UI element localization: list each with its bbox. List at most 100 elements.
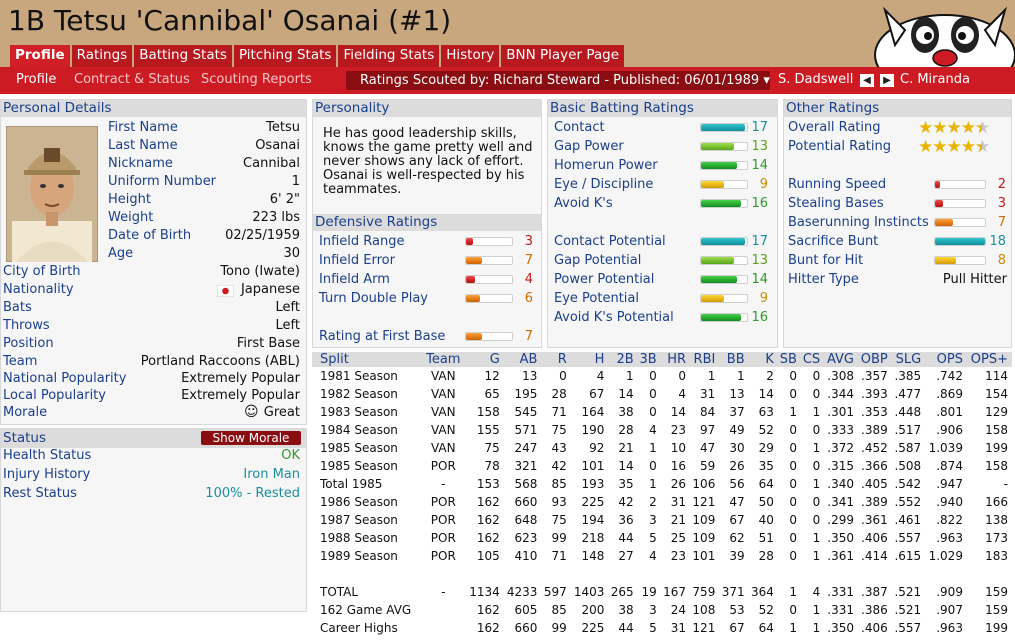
scout-selector-dropdown[interactable]: Ratings Scouted by: Richard Steward - Pu…: [346, 71, 770, 90]
col-header-rbi[interactable]: RBI: [690, 352, 720, 367]
team-value[interactable]: Portland Raccoons (ABL): [140, 354, 300, 369]
table-cell: 78: [484, 459, 500, 473]
col-header-2b[interactable]: 2B: [608, 352, 638, 367]
table-cell: 85: [551, 477, 567, 491]
col-header-avg[interactable]: AVG: [824, 352, 858, 367]
table-cell: -: [441, 477, 446, 491]
infield-error-value: 7: [524, 253, 533, 268]
table-cell: 1986 Season: [320, 495, 398, 509]
table-cell: 59: [700, 459, 716, 473]
personal-details-header: Personal Details: [1, 100, 306, 117]
table-cell: 162: [476, 513, 500, 527]
table-cell: 23: [670, 423, 687, 437]
injury-history-label: Injury History: [3, 467, 91, 482]
col-header-hr[interactable]: HR: [660, 352, 691, 367]
col-header-slg[interactable]: SLG: [891, 352, 926, 367]
subtab-profile[interactable]: Profile: [16, 72, 57, 87]
table-cell: [424, 601, 466, 619]
col-header-cs[interactable]: CS: [800, 352, 825, 367]
col-header-split[interactable]: Split: [312, 352, 425, 367]
col-header-ab[interactable]: AB: [503, 352, 542, 367]
table-cell: 75: [551, 513, 567, 527]
table-cell: 162: [476, 621, 500, 635]
table-cell: 162 Game AVG: [320, 603, 412, 617]
table-cell: 1: [649, 477, 657, 491]
table-cell: .947: [936, 477, 963, 491]
gap-potential-value: 13: [751, 253, 768, 268]
bunt-for-hit-value: 8: [997, 253, 1006, 268]
table-cell: [967, 565, 1012, 583]
table-cell: .350: [827, 621, 854, 635]
table-cell: .801: [936, 405, 963, 419]
gap-power-bar: [700, 142, 748, 151]
infield-error-label: Infield Error: [319, 253, 395, 268]
table-cell: 0: [789, 513, 797, 527]
col-header-h[interactable]: H: [570, 352, 609, 367]
tab-batting-stats[interactable]: Batting Stats: [134, 45, 232, 67]
table-cell: 265: [610, 585, 634, 599]
avoid-k-s-value: 16: [751, 196, 768, 211]
tab-profile[interactable]: Profile: [10, 45, 70, 67]
table-cell: 1984 Season: [320, 423, 398, 437]
table-cell: 75: [551, 423, 567, 437]
table-cell: .822: [936, 513, 963, 527]
tab-fielding-stats[interactable]: Fielding Stats: [338, 45, 440, 67]
table-cell: 1987 Season: [320, 513, 398, 527]
table-cell: .452: [861, 441, 888, 455]
table-row: 1987 Season POR 162 648 75 194 36 3 21 109 67 40 0 0.…: [312, 511, 1012, 529]
table-row: 1989 Season POR 105 410 71 148 27 4 23 101 39 28 0 1.…: [312, 547, 1012, 565]
table-cell: POR: [430, 549, 456, 563]
infield-arm-bar: [465, 275, 513, 284]
show-morale-button[interactable]: Show Morale: [201, 431, 301, 445]
table-cell: 193: [581, 477, 605, 491]
potential-rating-stars: ★★★★★★: [918, 137, 990, 157]
table-cell: 1: [812, 549, 821, 563]
subtab-scouting-reports[interactable]: Scouting Reports: [201, 72, 312, 87]
next-player-link[interactable]: C. Miranda: [900, 72, 970, 87]
overall-rating-label: Overall Rating: [788, 120, 881, 135]
table-row: Total 1985 - 153 568 85 193 35 1 26 106 56 64 0 1 .340…: [312, 475, 1012, 493]
col-header-team[interactable]: Team: [424, 352, 467, 367]
table-cell: POR: [430, 495, 456, 509]
last-name-value: Osanai: [255, 138, 300, 153]
tab-pitching-stats[interactable]: Pitching Stats: [233, 45, 337, 67]
table-cell: 28: [758, 549, 774, 563]
table-cell: 25: [670, 531, 687, 545]
table-cell: 27: [618, 549, 634, 563]
table-cell: 568: [514, 477, 538, 491]
col-header-sb[interactable]: SB: [777, 352, 801, 367]
table-cell: 1: [812, 603, 821, 617]
col-header-ops[interactable]: OPS: [925, 352, 967, 367]
table-cell: 75: [484, 441, 500, 455]
injury-history-value: Iron Man: [243, 467, 300, 482]
col-header-g[interactable]: G: [466, 352, 504, 367]
tab-ratings[interactable]: Ratings: [71, 45, 133, 67]
bats-value: Left: [275, 300, 300, 315]
col-header-k[interactable]: K: [748, 352, 778, 367]
table-cell: .366: [861, 459, 888, 473]
table-cell: 14: [758, 387, 774, 401]
col-header-ops-[interactable]: OPS+: [966, 352, 1012, 367]
table-cell: [466, 565, 504, 583]
tab-bnn-player-page[interactable]: BNN Player Page: [501, 45, 624, 67]
table-cell: .344: [827, 387, 854, 401]
personal-details-panel: Personal Details First Name Tetsu Last N…: [0, 99, 307, 425]
next-arrow-icon[interactable]: ▶: [880, 74, 894, 87]
table-cell: 4233: [506, 585, 538, 599]
table-cell: 50: [758, 495, 774, 509]
col-header-bb[interactable]: BB: [719, 352, 749, 367]
tab-history[interactable]: History: [441, 45, 500, 67]
table-cell: 162: [476, 495, 500, 509]
col-header-3b[interactable]: 3B: [637, 352, 661, 367]
eye-discipline-value: 9: [759, 177, 768, 192]
table-cell: .615: [894, 549, 922, 563]
col-header-obp[interactable]: OBP: [857, 352, 892, 367]
prev-player-link[interactable]: S. Dadswell: [778, 72, 854, 87]
other-ratings-panel: Other Ratings Overall Rating ★★★★★★ Pote…: [783, 99, 1012, 348]
table-cell: .353: [861, 405, 888, 419]
subtab-contract-status[interactable]: Contract & Status: [74, 72, 190, 87]
prev-arrow-icon[interactable]: ◀: [860, 74, 874, 87]
homerun-power-label: Homerun Power: [554, 158, 658, 173]
col-header-r[interactable]: R: [541, 352, 571, 367]
table-cell: 0: [789, 387, 797, 401]
